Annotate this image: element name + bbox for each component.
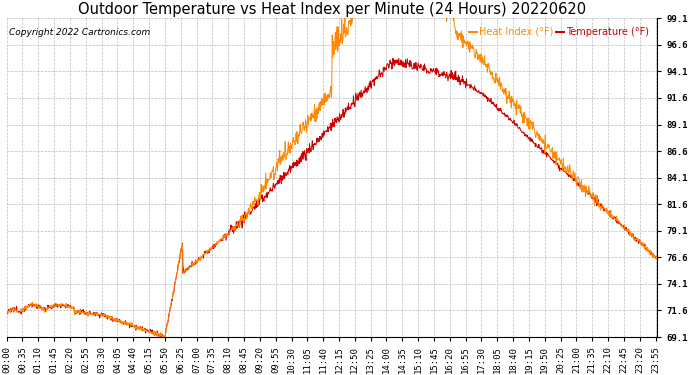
Legend: Heat Index (°F), Temperature (°F): Heat Index (°F), Temperature (°F) xyxy=(465,23,653,41)
Title: Outdoor Temperature vs Heat Index per Minute (24 Hours) 20220620: Outdoor Temperature vs Heat Index per Mi… xyxy=(78,2,586,17)
Text: Copyright 2022 Cartronics.com: Copyright 2022 Cartronics.com xyxy=(8,28,150,37)
